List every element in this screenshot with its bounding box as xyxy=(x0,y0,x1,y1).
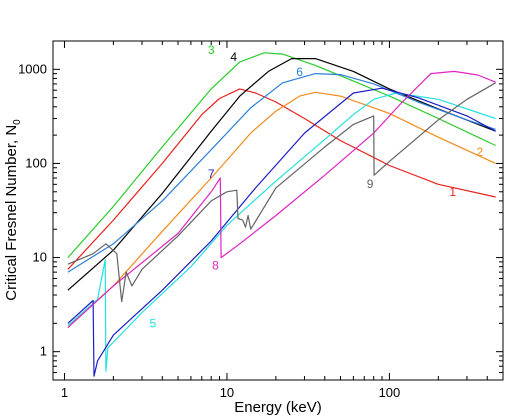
plot-frame xyxy=(52,40,504,381)
series-label-2: 2 xyxy=(476,145,483,159)
series-line-3 xyxy=(67,52,496,258)
series-label-4: 4 xyxy=(230,50,237,64)
x-tick-label: 100 xyxy=(379,385,401,400)
series-label-8: 8 xyxy=(212,258,219,272)
y-axis-title-subscript: 0 xyxy=(12,119,23,125)
series-line-4 xyxy=(67,58,496,291)
y-tick-label: 1000 xyxy=(18,61,47,76)
y-axis-title: Critical Fresnel Number, N0 xyxy=(3,119,23,301)
x-tick-label: 10 xyxy=(220,385,234,400)
curve-labels: 1 2 3 4 5 6 7 8 9 xyxy=(150,43,484,331)
y-axis-title-main: Critical Fresnel Number, N xyxy=(3,125,20,301)
series-label-1: 1 xyxy=(449,185,456,199)
y-tick-label: 10 xyxy=(33,250,47,265)
series-label-6: 6 xyxy=(296,65,303,79)
series-label-7: 7 xyxy=(208,167,215,181)
series-label-5: 5 xyxy=(150,317,157,331)
y-tick-label: 1 xyxy=(40,344,47,359)
series-line-7 xyxy=(67,87,496,377)
x-axis-title: Energy (keV) xyxy=(234,399,322,416)
axis-ticks: 1 10 100 1 10 100 1000 xyxy=(18,40,504,400)
series-line-5 xyxy=(67,92,496,372)
y-tick-label: 100 xyxy=(25,155,47,170)
series-label-3: 3 xyxy=(208,43,215,57)
series-line-1 xyxy=(67,88,496,270)
series-line-9 xyxy=(67,82,496,303)
series-line-6 xyxy=(67,73,496,273)
series-line-8 xyxy=(67,70,496,329)
series-label-9: 9 xyxy=(367,177,374,191)
x-tick-label: 1 xyxy=(61,385,68,400)
data-curves xyxy=(67,52,496,377)
